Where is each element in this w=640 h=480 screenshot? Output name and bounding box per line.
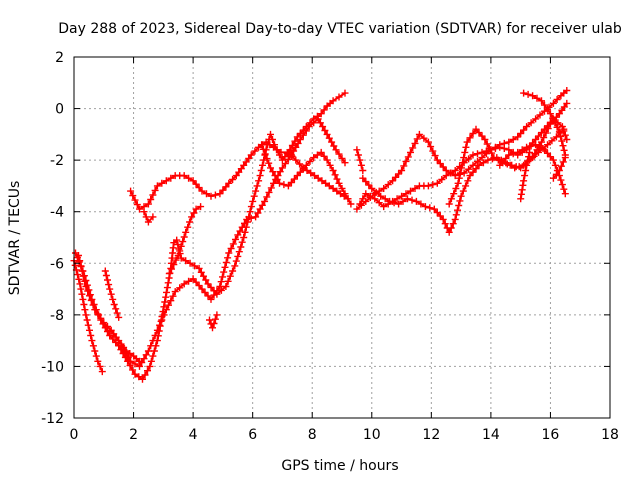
series-s18 (520, 89, 569, 159)
chart-title: Day 288 of 2023, Sidereal Day-to-day VTE… (58, 21, 622, 37)
y-tick-label: 2 (55, 50, 64, 66)
grid-lines (74, 57, 610, 418)
y-tick-label: -10 (41, 359, 64, 375)
x-tick-label: 8 (308, 427, 317, 443)
series-markers (353, 146, 367, 174)
series-markers (101, 267, 123, 321)
series-s9 (165, 203, 205, 278)
y-tick-label: -12 (41, 411, 64, 427)
series-s10 (258, 141, 355, 208)
y-tick-label: 0 (55, 102, 64, 118)
x-tick-label: 0 (70, 427, 79, 443)
series-s4 (101, 267, 123, 321)
series-markers (496, 141, 569, 198)
series-markers (140, 208, 157, 226)
x-tick-label: 4 (189, 427, 198, 443)
series-markers (118, 115, 349, 370)
series-s5 (127, 138, 352, 213)
series-markers (549, 154, 569, 182)
series-s13 (353, 146, 367, 174)
series-markers (206, 311, 221, 332)
y-tick-label: -2 (50, 153, 64, 169)
x-tick-label: 10 (363, 427, 381, 443)
axis-ticks: 0 2 4 6 8 10 12 14 16 18 -12 -10 -8 -6 -4 -2 0 2 (41, 50, 619, 443)
series-markers (445, 125, 568, 208)
series-s7 (118, 115, 349, 370)
x-tick-label: 18 (601, 427, 619, 443)
x-tick-label: 12 (422, 427, 440, 443)
series-trace (74, 92, 346, 381)
series-markers (165, 203, 205, 278)
series-markers (520, 89, 569, 159)
y-tick-label: -6 (50, 256, 64, 272)
y-axis-label: SDTVAR / TECUs (7, 181, 23, 296)
series-s19 (549, 154, 569, 182)
series-s14 (353, 115, 571, 213)
series-s8 (206, 311, 221, 332)
series-markers (517, 148, 534, 203)
x-tick-label: 6 (248, 427, 257, 443)
series-markers (127, 138, 352, 213)
y-tick-label: -4 (50, 205, 64, 221)
series-s6 (140, 208, 157, 226)
x-tick-label: 16 (542, 427, 560, 443)
series-s15 (445, 125, 568, 208)
x-tick-label: 2 (129, 427, 138, 443)
series-markers (258, 141, 355, 208)
series-markers (356, 87, 571, 211)
x-axis-label: GPS time / hours (281, 458, 398, 474)
series-s17 (517, 148, 534, 203)
x-tick-label: 14 (482, 427, 500, 443)
plot-frame (73, 56, 611, 419)
y-tick-label: -8 (50, 308, 64, 324)
